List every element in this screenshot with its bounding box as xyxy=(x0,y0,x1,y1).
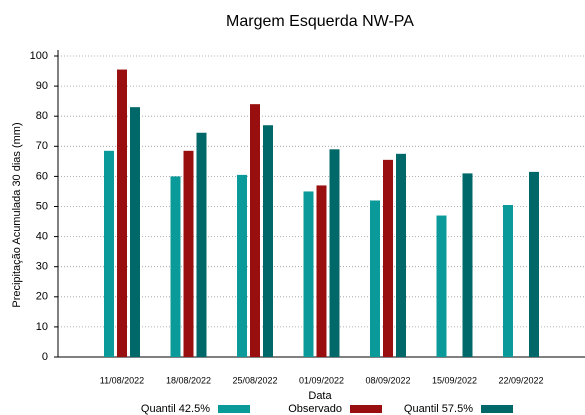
legend-swatch xyxy=(218,405,250,413)
y-tick-label: 30 xyxy=(36,261,48,273)
y-tick-label: 90 xyxy=(36,80,48,92)
y-tick-label: 20 xyxy=(36,291,48,303)
bar xyxy=(462,173,473,357)
bar xyxy=(396,153,406,357)
x-tick-label: 11/08/2022 xyxy=(100,375,144,385)
bar xyxy=(250,104,260,357)
x-tick-label: 18/08/2022 xyxy=(166,375,211,385)
legend-label: Quantil 42.5% xyxy=(141,403,210,415)
bar xyxy=(303,191,314,357)
x-tick-label: 22/09/2022 xyxy=(498,375,543,385)
legend-label: Observado xyxy=(288,403,342,415)
y-tick-label: 40 xyxy=(36,231,48,243)
bar xyxy=(170,176,181,357)
x-tick-label: 15/09/2022 xyxy=(432,375,477,385)
bar xyxy=(529,171,539,357)
y-tick-label: 70 xyxy=(36,140,48,152)
y-tick-label: 80 xyxy=(36,110,48,122)
legend-swatch xyxy=(350,405,382,413)
y-tick-label: 0 xyxy=(42,351,48,363)
bar xyxy=(196,132,207,357)
x-tick-label: 08/09/2022 xyxy=(365,375,410,385)
bar xyxy=(237,174,247,357)
legend-label: Quantil 57.5% xyxy=(404,403,473,415)
bar xyxy=(329,149,340,357)
bar xyxy=(130,107,140,357)
bar xyxy=(104,150,114,357)
bar xyxy=(263,125,273,357)
bar xyxy=(117,69,127,358)
x-tick-label: 01/09/2022 xyxy=(299,375,344,385)
x-tick-label: 25/08/2022 xyxy=(232,375,277,385)
y-axis-label: Precipitação Acumulada 30 dias (mm) xyxy=(11,122,23,307)
y-tick-label: 50 xyxy=(36,200,48,212)
y-tick-label: 60 xyxy=(36,170,48,182)
legend-swatch xyxy=(481,405,513,413)
y-tick-label: 10 xyxy=(36,321,48,333)
chart-title: Margem Esquerda NW-PA xyxy=(226,13,414,30)
bar xyxy=(183,150,194,357)
bar xyxy=(503,204,513,357)
bar xyxy=(316,185,327,357)
x-axis-label: Data xyxy=(308,390,332,402)
bar xyxy=(383,159,393,357)
y-tick-label: 100 xyxy=(30,50,48,62)
bar xyxy=(370,200,380,357)
bar xyxy=(436,215,447,357)
